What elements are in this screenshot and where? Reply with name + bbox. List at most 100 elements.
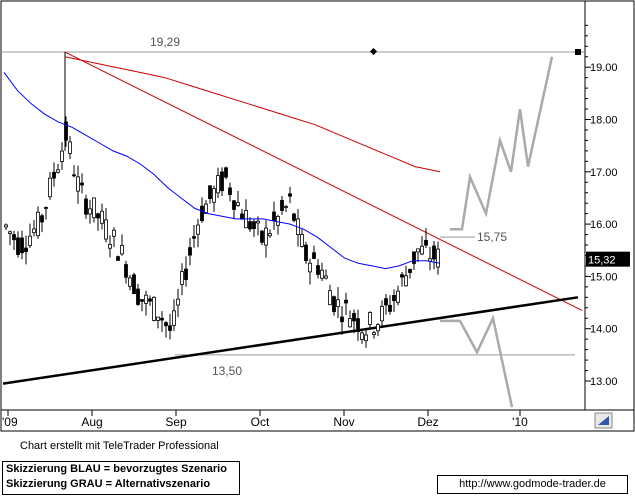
chart-credit: Chart erstellt mit TeleTrader Profession… xyxy=(20,440,219,452)
candle-body xyxy=(208,185,212,199)
y-tick-label: 17.00 xyxy=(590,167,618,179)
candle-body xyxy=(200,205,204,222)
candle-body xyxy=(248,221,252,230)
level-label-high: 19,29 xyxy=(150,35,180,49)
x-tick-label: '09 xyxy=(2,415,18,429)
legend-gray-text: Skizzierung GRAU = Alternativszenario xyxy=(6,478,211,490)
candle-body xyxy=(44,207,48,209)
candle-body xyxy=(376,324,380,332)
candle-body xyxy=(384,298,388,306)
candle-body xyxy=(392,295,396,302)
candle-body xyxy=(112,229,116,237)
candle-body xyxy=(184,268,188,280)
candle-body xyxy=(316,265,320,275)
candle-body xyxy=(168,325,172,331)
candle-body xyxy=(280,199,284,211)
candle-body xyxy=(348,318,352,328)
candle-body xyxy=(300,234,304,247)
candle-body xyxy=(100,210,104,224)
candle-body xyxy=(36,211,40,237)
trendlines xyxy=(2,51,583,385)
candle-body xyxy=(104,219,108,240)
candle-body xyxy=(288,193,292,197)
x-tick-label: '10 xyxy=(512,415,528,429)
candle-body xyxy=(400,274,404,278)
candle-body xyxy=(80,182,84,186)
candle-body xyxy=(164,322,168,327)
candle-body xyxy=(20,237,24,254)
candle-body xyxy=(360,332,364,340)
candle-body xyxy=(128,277,132,287)
candle-body xyxy=(60,150,64,162)
candle-body xyxy=(4,224,8,228)
candle-body xyxy=(304,244,308,262)
scenario-legend: Skizzierung BLAU = bevorzugtes Szenario … xyxy=(2,461,240,495)
candle-body xyxy=(424,239,428,246)
moving-averages xyxy=(3,56,441,270)
candle-body xyxy=(364,334,368,342)
candle-body xyxy=(144,294,148,304)
candle-body xyxy=(196,224,200,235)
candle-body xyxy=(344,299,348,304)
x-tick-label: Nov xyxy=(333,415,354,429)
candle-body xyxy=(136,288,140,305)
y-tick-label: 14.00 xyxy=(590,324,618,336)
last-price-label: 15,32 xyxy=(588,255,616,267)
candlesticks xyxy=(4,52,440,348)
legend-blue-text: Skizzierung BLAU = bevorzugtes Szenario xyxy=(6,463,227,475)
candle-body xyxy=(188,247,192,256)
source-url[interactable]: http://www.godmode-trader.de xyxy=(437,475,628,494)
scenario-paths xyxy=(440,56,554,408)
candle-body xyxy=(328,290,332,306)
candle-body xyxy=(220,171,224,192)
level-marker xyxy=(369,47,378,56)
axis-corner-icon[interactable] xyxy=(594,412,613,429)
candle-body xyxy=(72,174,76,177)
candle-body xyxy=(260,230,264,243)
candle-body xyxy=(32,228,36,234)
candle-body xyxy=(48,177,52,198)
candle-body xyxy=(228,187,232,196)
candle-body xyxy=(256,220,260,224)
candle-body xyxy=(148,298,152,302)
x-tick-label: Oct xyxy=(251,415,270,429)
ma-blue-line xyxy=(3,72,441,270)
candle-body xyxy=(96,213,100,219)
candle-body xyxy=(108,244,112,249)
x-tick-label: Dez xyxy=(417,415,438,429)
candle-body xyxy=(292,213,296,221)
candle-body xyxy=(388,304,392,312)
y-tick-label: 19.00 xyxy=(590,62,618,74)
candle-body xyxy=(140,299,144,302)
y-tick-label: 18.00 xyxy=(590,115,618,127)
candle-body xyxy=(156,316,160,321)
candle-body xyxy=(416,248,420,253)
candle-body xyxy=(204,203,208,214)
annotations: 19,29 15,75 13,50 xyxy=(150,35,507,378)
x-axis: '09 Aug Sep Oct Nov Dez '10 xyxy=(2,410,528,429)
candle-body xyxy=(324,275,328,279)
level-lines xyxy=(1,47,585,356)
candle-body xyxy=(332,296,336,313)
candle-body xyxy=(28,235,32,246)
candle-body xyxy=(320,269,324,279)
candle-body xyxy=(16,237,20,255)
candle-body xyxy=(88,208,92,215)
candle-body xyxy=(308,262,312,273)
candle-body xyxy=(420,245,424,255)
candle-body xyxy=(232,200,236,210)
candle-body xyxy=(216,175,220,194)
x-tick-label: Sep xyxy=(165,415,187,429)
candle-body xyxy=(24,247,28,253)
candle-body xyxy=(92,197,96,219)
level-label-mid: 15,75 xyxy=(477,230,507,244)
candle-body xyxy=(404,275,408,287)
y-tick-label: 13.00 xyxy=(590,376,618,388)
candle-body xyxy=(264,227,268,246)
candle-body xyxy=(56,169,60,173)
last-price-tag xyxy=(586,251,630,267)
candle-body xyxy=(432,245,436,260)
candle-body xyxy=(52,171,56,179)
stock-chart: 19,29 15,75 13,50 13.00 14.00 15.00 16.00 17.0… xyxy=(0,0,635,432)
candle-body xyxy=(412,251,416,264)
